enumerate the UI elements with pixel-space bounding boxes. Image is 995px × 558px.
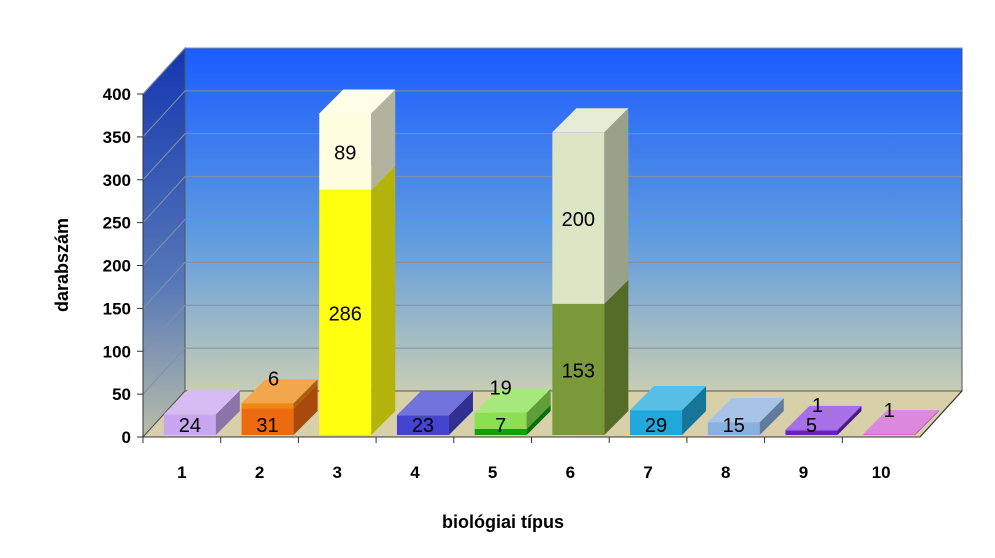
y-axis-title: darabszám bbox=[52, 218, 72, 312]
gridline bbox=[142, 90, 962, 138]
data-label: 19 bbox=[490, 378, 512, 400]
bar-segment bbox=[707, 398, 784, 423]
gridline bbox=[142, 47, 962, 95]
y-tick-label: 250 bbox=[103, 214, 131, 233]
x-tick-label: 9 bbox=[799, 463, 808, 482]
gridline bbox=[142, 261, 962, 309]
bar-segment bbox=[319, 165, 396, 435]
data-label: 6 bbox=[268, 368, 279, 390]
bar-segment bbox=[785, 405, 862, 431]
bar-segment bbox=[163, 390, 240, 415]
y-tick-label: 200 bbox=[103, 257, 131, 276]
data-label: 200 bbox=[562, 209, 595, 231]
data-label: 15 bbox=[723, 415, 745, 437]
gridline bbox=[142, 176, 962, 223]
y-tick-label: 350 bbox=[103, 128, 131, 147]
x-tick-label: 6 bbox=[566, 463, 575, 482]
gridline bbox=[142, 304, 962, 352]
bar-segment bbox=[863, 410, 940, 435]
x-tick-label: 4 bbox=[410, 463, 420, 482]
data-label: 89 bbox=[334, 143, 356, 165]
data-label: 29 bbox=[645, 415, 667, 437]
bar-segment bbox=[630, 386, 707, 411]
bar-segment bbox=[241, 379, 318, 409]
y-tick-label: 50 bbox=[112, 385, 131, 404]
data-label: 31 bbox=[256, 415, 278, 437]
bar-segment bbox=[474, 388, 551, 429]
data-label: 1 bbox=[812, 395, 823, 417]
data-label: 5 bbox=[806, 415, 817, 437]
y-tick-label: 100 bbox=[103, 342, 131, 361]
floor-edge bbox=[919, 390, 963, 438]
x-axis-title: biológiai típus bbox=[442, 512, 564, 532]
data-label: 23 bbox=[412, 415, 434, 437]
gridline bbox=[142, 347, 962, 395]
data-label: 286 bbox=[329, 303, 362, 325]
gridline bbox=[142, 219, 962, 266]
x-tick-label: 5 bbox=[488, 463, 497, 482]
bar-segment bbox=[396, 391, 473, 416]
data-label: 153 bbox=[562, 360, 595, 382]
x-tick-label: 3 bbox=[333, 463, 342, 482]
x-tick-label: 8 bbox=[721, 463, 730, 482]
data-label: 1 bbox=[884, 400, 895, 422]
y-tick-label: 300 bbox=[103, 171, 131, 190]
data-label: 7 bbox=[495, 415, 506, 437]
x-tick-label: 10 bbox=[872, 463, 891, 482]
gridline bbox=[142, 133, 962, 181]
x-tick-label: 7 bbox=[643, 463, 652, 482]
x-tick-label: 1 bbox=[177, 463, 186, 482]
x-tick-label: 2 bbox=[255, 463, 264, 482]
y-tick-label: 400 bbox=[103, 85, 131, 104]
data-label: 24 bbox=[179, 415, 201, 437]
bar-segment bbox=[552, 108, 629, 304]
bar-segment bbox=[319, 89, 396, 190]
y-tick-label: 150 bbox=[103, 299, 131, 318]
y-tick-label: 0 bbox=[122, 428, 131, 447]
